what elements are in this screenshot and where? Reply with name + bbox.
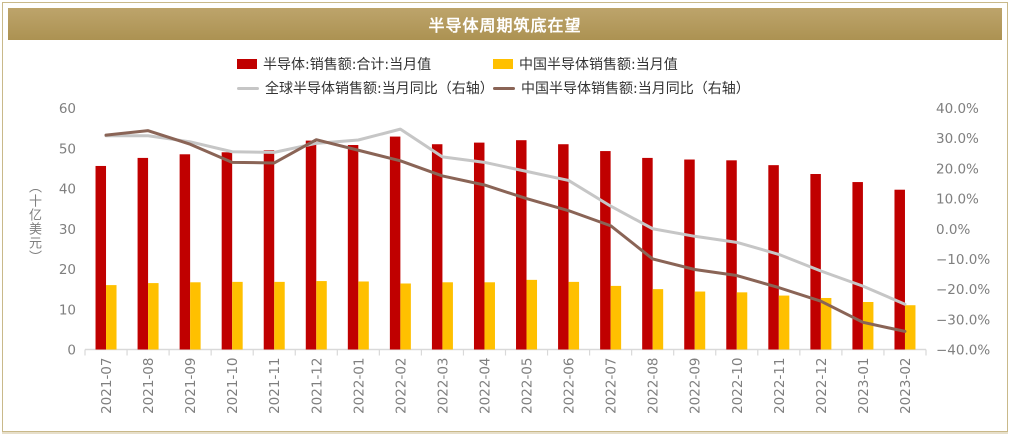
x-axis-label: 2022-12 [814, 358, 830, 414]
china-yoy-line [104, 129, 907, 333]
x-axis-label: 2022-11 [772, 358, 788, 414]
right-axis-tick-label: 40.0% [936, 101, 979, 117]
x-axis-label: 2022-08 [646, 358, 662, 414]
left-axis-tick-label: 40 [59, 182, 76, 198]
china-sales-bar [358, 281, 369, 350]
total-sales-bar [137, 157, 149, 350]
total-sales-bar [263, 150, 275, 350]
right-axis-tick-label: −20.0% [936, 282, 990, 298]
x-axis-label: 2021-10 [225, 358, 241, 414]
china-sales-bar [778, 295, 790, 350]
total-sales-bar [431, 144, 443, 350]
right-axis-tick-label: −30.0% [936, 312, 990, 328]
total-sales-bar [852, 182, 863, 350]
x-axis-label: 2022-05 [520, 358, 536, 414]
x-axis-label: 2022-10 [730, 358, 746, 414]
x-axis-label: 2023-02 [898, 358, 914, 414]
right-axis-tick-label: −10.0% [936, 252, 990, 268]
x-axis-label: 2022-02 [393, 358, 409, 414]
china-sales-bar [820, 297, 832, 350]
total-sales-bar [95, 165, 107, 350]
total-sales-bar [389, 136, 401, 350]
total-sales-bar [221, 152, 233, 350]
total-sales-bar [894, 189, 905, 350]
legend-item-global-yoy: 全球半导体销售额:当月同比（右轴） [237, 79, 494, 97]
chart-title-bar: 半导体周期筑底在望 [8, 8, 1002, 40]
right-axis-tick-label: 0.0% [936, 222, 970, 238]
china-sales-bar [148, 283, 159, 350]
total-sales-bar [726, 160, 737, 350]
china-sales-bar [568, 281, 580, 350]
china-sales-bar [442, 282, 453, 350]
x-axis-label: 2022-09 [688, 358, 704, 414]
total-sales-bar [179, 154, 191, 350]
legend-item-total-sales: 半导体:销售额:合计:当月值 [237, 55, 431, 73]
right-axis-tick-label: 30.0% [936, 131, 979, 147]
china-sales-bar [610, 285, 622, 350]
total-sales-bar [516, 140, 527, 350]
left-axis-tick-label: 0 [67, 343, 76, 359]
left-axis-tick-label: 30 [59, 222, 76, 238]
x-axis-label: 2023-01 [856, 358, 872, 414]
legend-item-china-sales: 中国半导体销售额:当月值 [493, 55, 678, 73]
left-axis-title: （十亿美元） [26, 180, 41, 264]
total-sales-bar [684, 159, 695, 350]
left-axis-tick-label: 60 [59, 101, 76, 117]
right-axis-tick-label: 10.0% [936, 192, 979, 208]
total-sales-bar [347, 145, 359, 350]
right-axis-tick-label: 20.0% [936, 161, 979, 177]
total-sales-bar [768, 165, 779, 350]
gray-line-swatch-icon [237, 86, 259, 90]
china-sales-bar [400, 283, 411, 350]
x-axis-label: 2021-11 [267, 358, 283, 414]
legend-label: 中国半导体销售额:当月值 [519, 57, 678, 73]
x-axis-label: 2022-06 [562, 358, 578, 414]
brown-line-swatch-icon [493, 86, 515, 90]
legend-label: 半导体:销售额:合计:当月值 [263, 57, 432, 73]
total-sales-bar [473, 142, 485, 350]
red-bar-swatch-icon [237, 59, 257, 69]
x-axis-label: 2022-07 [604, 358, 620, 414]
china-sales-bar [274, 281, 285, 350]
china-sales-bar [106, 285, 117, 350]
left-axis-tick-label: 50 [59, 141, 76, 157]
china-sales-bar [652, 289, 664, 350]
x-axis-label: 2022-03 [435, 358, 451, 414]
china-sales-bar [232, 281, 243, 350]
yellow-bar-swatch-icon [493, 59, 513, 69]
china-sales-bar [862, 302, 874, 350]
legend-item-china-yoy: 中国半导体销售额:当月同比（右轴） [493, 79, 750, 97]
left-axis-tick-label: 10 [59, 302, 76, 318]
chart-title: 半导体周期筑底在望 [428, 16, 582, 35]
right-axis-tick-label: −40.0% [936, 343, 990, 359]
legend-label: 中国半导体销售额:当月同比（右轴） [521, 81, 750, 97]
total-sales-bar [810, 174, 821, 350]
x-axis-label: 2022-04 [477, 357, 493, 413]
x-axis-label: 2021-09 [183, 358, 199, 414]
total-sales-bar [558, 144, 569, 350]
left-axis-tick-label: 20 [59, 262, 76, 278]
global-yoy-line [104, 127, 907, 306]
x-axis-label: 2021-08 [141, 358, 157, 414]
x-axis-label: 2022-01 [351, 358, 367, 414]
china-sales-bar [904, 305, 916, 350]
x-axis-label: 2021-07 [99, 358, 115, 414]
total-sales-bar [305, 140, 317, 350]
total-sales-bar [600, 151, 611, 350]
x-axis-label: 2021-12 [309, 358, 325, 414]
legend-label: 全球半导体销售额:当月同比（右轴） [265, 81, 494, 97]
china-sales-bar [526, 279, 538, 350]
china-sales-bar [190, 282, 201, 350]
china-sales-bar [736, 292, 748, 350]
chart-card [2, 2, 1008, 432]
china-sales-bar [484, 282, 495, 350]
china-sales-bar [694, 291, 706, 350]
china-sales-bar [316, 281, 327, 350]
